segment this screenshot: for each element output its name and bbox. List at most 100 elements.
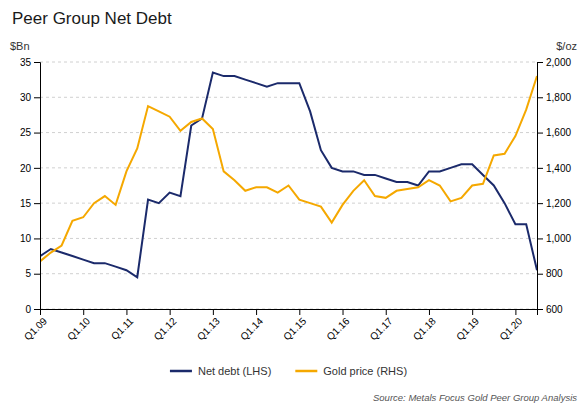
- y2-tick-mark: [537, 274, 543, 275]
- legend: Net debt (LHS) Gold price (RHS): [170, 365, 407, 377]
- y2-tick-mark: [537, 62, 543, 63]
- y-tick: 25: [20, 127, 40, 138]
- y-axis-label: $Bn: [10, 40, 30, 52]
- y2-tick-label: 1,400: [546, 163, 571, 174]
- x-tick: Q1.15: [281, 309, 308, 342]
- x-tick: Q1.10: [65, 309, 92, 342]
- x-tick-label: Q1.14: [238, 315, 265, 342]
- y-tick-label: 20: [20, 163, 32, 174]
- x-tick-label: Q1.20: [497, 315, 524, 342]
- y-tick-mark: [34, 309, 40, 310]
- y-tick: 0: [25, 304, 40, 315]
- y2-tick-label: 1,600: [546, 127, 571, 138]
- x-tick-label: Q1.16: [324, 315, 351, 342]
- x-tick-label: Q1.15: [281, 315, 308, 342]
- grid-line: [40, 62, 537, 63]
- y2-tick-mark: [537, 97, 543, 98]
- x-axis-line: [41, 310, 538, 316]
- grid-line: [40, 167, 537, 168]
- legend-label: Net debt (LHS): [198, 365, 271, 377]
- y-axis-line: [34, 63, 41, 310]
- y2-tick-label: 1,200: [546, 198, 571, 209]
- grid: [40, 62, 537, 309]
- x-tick-label: Q1.19: [454, 315, 481, 342]
- y-tick-label: 10: [20, 233, 32, 244]
- y-tick-mark: [34, 62, 40, 63]
- lines: [40, 73, 537, 278]
- y-tick-mark: [34, 203, 40, 204]
- y2-tick: 2,000: [537, 57, 571, 68]
- x-tick: Q1.11: [109, 309, 136, 342]
- x-tick: Q1.20: [497, 309, 524, 342]
- plot: Q1.09Q1.10Q1.11Q1.12Q1.13Q1.14Q1.15Q1.16…: [20, 57, 572, 343]
- grid-line: [40, 238, 537, 239]
- y2-tick: 1,600: [537, 127, 571, 138]
- y-tick-mark: [34, 97, 40, 98]
- y-tick-label: 25: [20, 127, 32, 138]
- x-tick: Q1.19: [454, 309, 481, 342]
- x-tick: Q1.17: [368, 309, 395, 342]
- series-line: [40, 76, 537, 261]
- x-tick-mark: [213, 309, 214, 315]
- y-tick: 15: [20, 198, 40, 209]
- y2-tick-mark: [537, 309, 543, 310]
- y2-tick-label: 800: [546, 268, 563, 279]
- y2-tick-mark: [537, 238, 543, 239]
- x-tick-label: Q1.11: [109, 315, 136, 342]
- x-tick-label: Q1.13: [195, 315, 222, 342]
- y2-axis-label: $/oz: [556, 40, 577, 52]
- legend-item: Net debt (LHS): [170, 365, 271, 377]
- y2-tick: 1,200: [537, 198, 571, 209]
- y-tick-label: 15: [20, 198, 32, 209]
- y2-tick: 1,800: [537, 92, 571, 103]
- y-tick: 10: [20, 233, 40, 244]
- y-tick-label: 35: [20, 57, 32, 68]
- x-tick-mark: [126, 309, 127, 315]
- y2-tick: 800: [537, 268, 563, 279]
- legend-swatch: [170, 370, 192, 373]
- legend-item: Gold price (RHS): [295, 365, 407, 377]
- x-tick: Q1.18: [411, 309, 438, 342]
- x-tick-label: Q1.10: [65, 315, 92, 342]
- y-tick: 30: [20, 92, 40, 103]
- x-tick: Q1.13: [195, 309, 222, 342]
- legend-label: Gold price (RHS): [323, 365, 407, 377]
- y2-tick: 1,400: [537, 163, 571, 174]
- x-tick-label: Q1.17: [368, 315, 395, 342]
- y-tick: 5: [25, 268, 40, 279]
- x-tick-label: Q1.18: [411, 315, 438, 342]
- y-tick-mark: [34, 133, 40, 134]
- y-axis: 0 5 10 15 20 25 30 35: [20, 57, 41, 315]
- y2-tick-mark: [537, 133, 543, 134]
- x-tick: Q1.14: [238, 309, 265, 342]
- x-tick-mark: [299, 309, 300, 315]
- y-tick-label: 30: [20, 92, 32, 103]
- y2-tick-label: 600: [546, 304, 563, 315]
- series-line: [40, 73, 537, 278]
- x-tick-mark: [256, 309, 257, 315]
- x-axis: Q1.09Q1.10Q1.11Q1.12Q1.13Q1.14Q1.15Q1.16…: [22, 309, 538, 342]
- chart: Q1.09Q1.10Q1.11Q1.12Q1.13Q1.14Q1.15Q1.16…: [0, 0, 585, 409]
- y2-tick: 600: [537, 304, 563, 315]
- x-tick-label: Q1.12: [152, 315, 179, 342]
- y2-axis-line: [538, 63, 544, 310]
- y2-tick-mark: [537, 203, 543, 204]
- y2-tick: 1,000: [537, 233, 571, 244]
- y-tick-mark: [34, 274, 40, 275]
- legend-swatch: [295, 370, 317, 373]
- x-tick-mark: [343, 309, 344, 315]
- y-tick-label: 5: [25, 268, 31, 279]
- y2-axis: 600 800 1,000 1,200 1,400 1,600 1,800 2,000: [537, 57, 571, 315]
- y2-tick-mark: [537, 168, 543, 169]
- grid-line: [40, 97, 537, 98]
- x-tick-mark: [170, 309, 171, 315]
- y-tick: 35: [20, 57, 40, 68]
- y-tick-mark: [34, 168, 40, 169]
- y2-tick-label: 1,000: [546, 233, 571, 244]
- grid-line: [40, 132, 537, 133]
- y2-tick-label: 2,000: [546, 57, 571, 68]
- y2-tick-label: 1,800: [546, 92, 571, 103]
- x-tick-mark: [429, 309, 430, 315]
- grid-line: [40, 273, 537, 274]
- x-tick-mark: [515, 309, 516, 315]
